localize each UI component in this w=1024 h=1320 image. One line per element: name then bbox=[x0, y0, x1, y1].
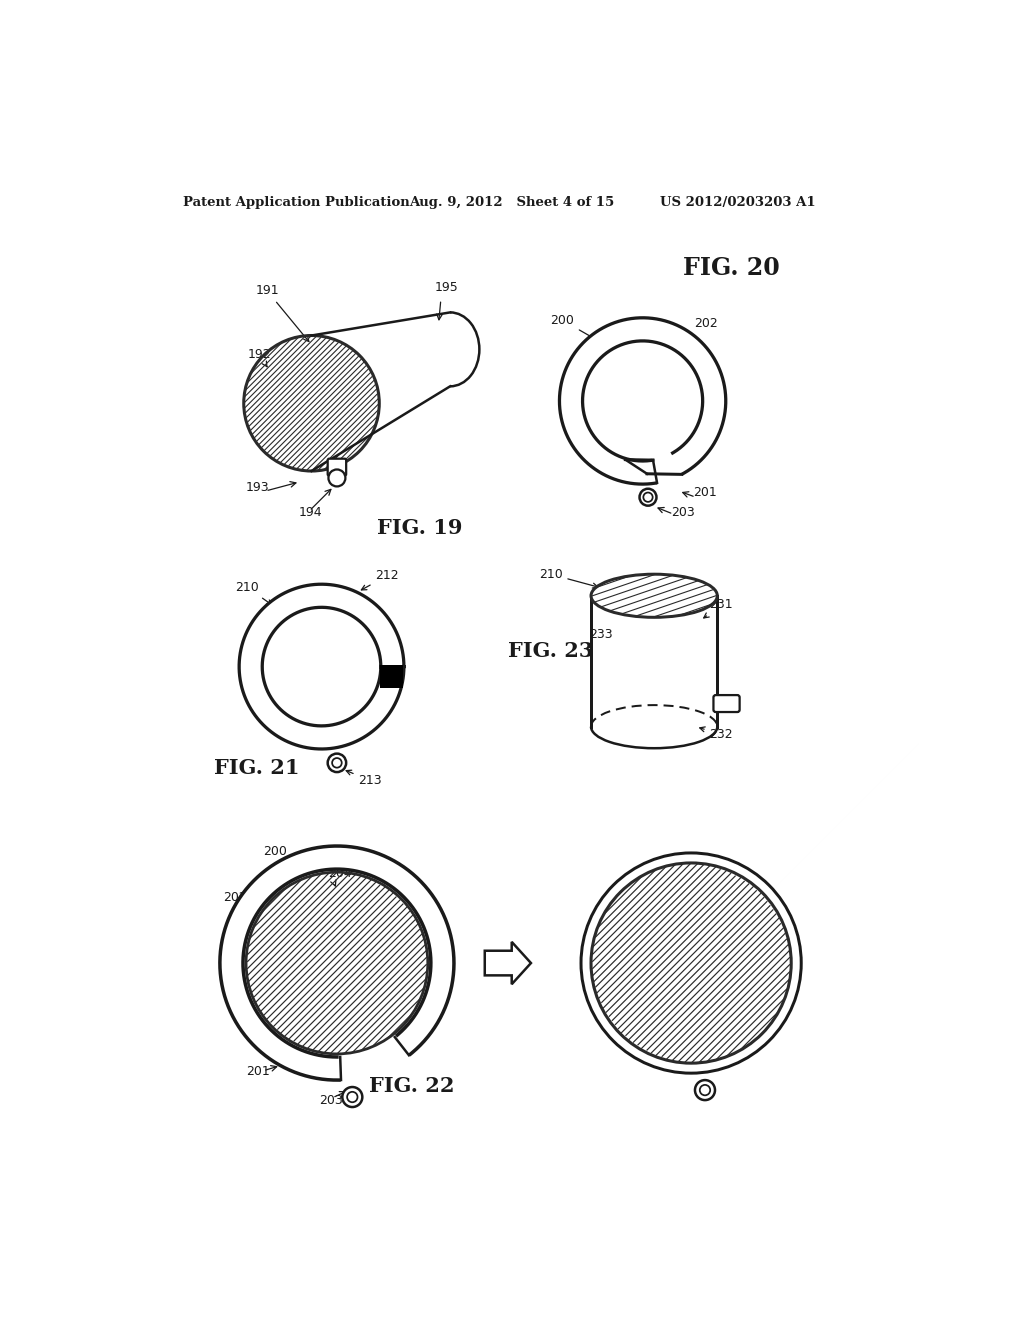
Text: 201: 201 bbox=[246, 1065, 269, 1077]
Circle shape bbox=[695, 1080, 715, 1100]
Text: FIG. 23: FIG. 23 bbox=[508, 642, 593, 661]
Text: 210: 210 bbox=[539, 568, 598, 589]
Text: 194: 194 bbox=[298, 507, 322, 520]
Text: 201: 201 bbox=[692, 486, 717, 499]
Text: FIG. 19: FIG. 19 bbox=[377, 519, 463, 539]
Text: 211: 211 bbox=[241, 681, 264, 694]
Ellipse shape bbox=[591, 574, 717, 618]
Text: 210: 210 bbox=[236, 581, 272, 605]
Circle shape bbox=[581, 853, 801, 1073]
Text: 213: 213 bbox=[346, 770, 382, 787]
Text: Aug. 9, 2012   Sheet 4 of 15: Aug. 9, 2012 Sheet 4 of 15 bbox=[410, 197, 614, 209]
Text: 203: 203 bbox=[671, 506, 695, 519]
Text: FIG. 22: FIG. 22 bbox=[370, 1076, 455, 1097]
Text: 204: 204 bbox=[328, 867, 351, 880]
Circle shape bbox=[329, 470, 345, 487]
Circle shape bbox=[699, 1085, 711, 1096]
Circle shape bbox=[332, 758, 342, 768]
Polygon shape bbox=[311, 313, 451, 471]
Polygon shape bbox=[240, 585, 403, 748]
Text: 212: 212 bbox=[361, 569, 399, 590]
Text: US 2012/0203203 A1: US 2012/0203203 A1 bbox=[660, 197, 816, 209]
Circle shape bbox=[643, 492, 652, 502]
Text: 202: 202 bbox=[223, 891, 247, 909]
FancyArrow shape bbox=[484, 942, 531, 985]
Text: 231: 231 bbox=[703, 598, 733, 618]
Text: 193: 193 bbox=[246, 480, 269, 494]
Text: 203: 203 bbox=[319, 1094, 343, 1107]
Text: Patent Application Publication: Patent Application Publication bbox=[183, 197, 410, 209]
Text: 191: 191 bbox=[255, 284, 309, 342]
Circle shape bbox=[328, 754, 346, 772]
Polygon shape bbox=[220, 846, 454, 1080]
FancyBboxPatch shape bbox=[328, 459, 346, 475]
Text: 232: 232 bbox=[699, 727, 733, 741]
Text: 195: 195 bbox=[435, 281, 459, 294]
Circle shape bbox=[591, 863, 792, 1063]
FancyBboxPatch shape bbox=[714, 696, 739, 711]
Circle shape bbox=[342, 1088, 362, 1107]
Text: 233: 233 bbox=[589, 628, 612, 642]
Text: 192: 192 bbox=[248, 348, 271, 367]
Polygon shape bbox=[591, 595, 717, 726]
Text: 200: 200 bbox=[550, 314, 603, 343]
Ellipse shape bbox=[421, 313, 479, 387]
Text: FIG. 20: FIG. 20 bbox=[683, 256, 780, 280]
Circle shape bbox=[347, 1092, 357, 1102]
Text: FIG. 21: FIG. 21 bbox=[214, 759, 299, 779]
Bar bbox=[380, 665, 403, 688]
Polygon shape bbox=[311, 313, 479, 471]
Circle shape bbox=[244, 335, 379, 471]
Text: 202: 202 bbox=[681, 317, 718, 335]
Text: 200: 200 bbox=[263, 845, 291, 865]
Circle shape bbox=[640, 488, 656, 506]
Polygon shape bbox=[559, 318, 726, 484]
Circle shape bbox=[246, 873, 428, 1053]
